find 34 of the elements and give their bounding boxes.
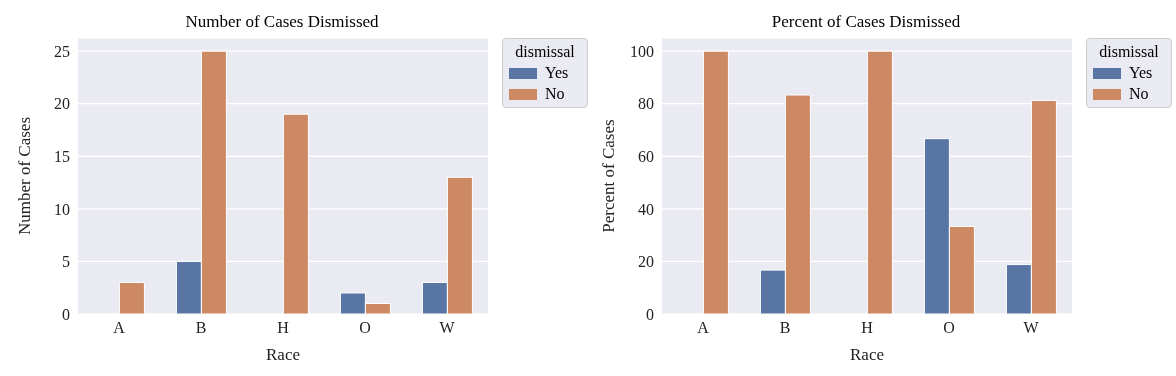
x-axis-title: Race bbox=[266, 345, 300, 364]
y-tick-label: 100 bbox=[630, 42, 654, 60]
chart-title: Number of Cases Dismissed bbox=[184, 12, 380, 32]
x-tick-label: A bbox=[697, 319, 710, 337]
legend-title: dismissal bbox=[1098, 43, 1160, 61]
x-tick-label: H bbox=[861, 319, 874, 337]
x-tick-label: O bbox=[943, 319, 955, 337]
legend-label: Yes bbox=[1129, 64, 1153, 82]
legend-title: dismissal bbox=[514, 43, 576, 61]
y-tick-label: 5 bbox=[62, 253, 70, 271]
y-tick-label: 10 bbox=[54, 200, 70, 218]
y-tick-label: 0 bbox=[646, 305, 654, 323]
legend-label: Yes bbox=[545, 64, 569, 82]
legend-label: No bbox=[1129, 85, 1149, 103]
x-tick-label: O bbox=[359, 319, 371, 337]
y-tick-label: 15 bbox=[54, 147, 70, 165]
x-tick-label: W bbox=[1023, 319, 1040, 337]
y-tick-label: 0 bbox=[62, 305, 70, 323]
y-axis-title: Percent of Cases bbox=[599, 119, 619, 233]
x-tick-label: W bbox=[439, 319, 456, 337]
y-tick-label: 20 bbox=[638, 253, 654, 271]
x-axis-title: Race bbox=[850, 345, 884, 364]
y-tick-label: 25 bbox=[54, 42, 70, 60]
x-tick-label: H bbox=[277, 319, 290, 337]
y-tick-label: 40 bbox=[638, 200, 654, 218]
chart-title: Percent of Cases Dismissed bbox=[770, 12, 962, 32]
x-tick-label: B bbox=[779, 319, 791, 337]
y-axis-title: Number of Cases bbox=[15, 116, 35, 236]
y-tick-label: 80 bbox=[638, 95, 654, 113]
x-tick-label: B bbox=[195, 319, 207, 337]
y-tick-label: 60 bbox=[638, 147, 654, 165]
y-tick-label: 20 bbox=[54, 95, 70, 113]
legend-label: No bbox=[545, 85, 565, 103]
x-tick-label: A bbox=[113, 319, 126, 337]
